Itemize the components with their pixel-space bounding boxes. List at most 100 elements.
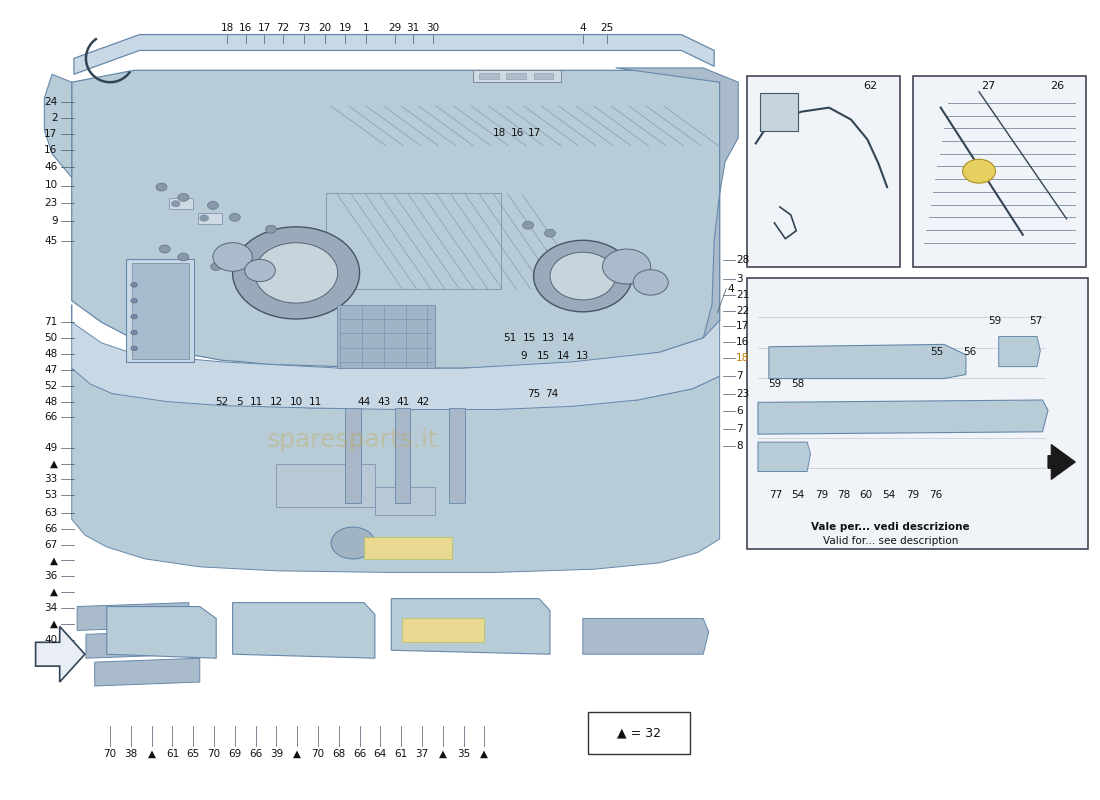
Text: 66: 66: [249, 749, 262, 758]
Polygon shape: [758, 442, 811, 471]
Text: 76: 76: [928, 490, 942, 500]
Text: 59: 59: [768, 379, 781, 389]
Text: 41: 41: [397, 398, 410, 407]
Bar: [478, 73, 498, 79]
Bar: [760, 94, 799, 131]
Circle shape: [331, 527, 375, 559]
Circle shape: [534, 240, 632, 312]
Text: 59: 59: [988, 315, 1001, 326]
Polygon shape: [72, 305, 719, 410]
Text: 38: 38: [124, 749, 138, 758]
Polygon shape: [392, 598, 550, 654]
Text: 54: 54: [791, 490, 804, 500]
Circle shape: [178, 253, 189, 261]
Text: 56: 56: [964, 347, 977, 358]
Circle shape: [254, 242, 338, 303]
Text: 27: 27: [981, 81, 994, 91]
Text: 7: 7: [736, 423, 743, 434]
Polygon shape: [769, 344, 966, 378]
Text: 31: 31: [407, 23, 420, 33]
Text: 62: 62: [864, 81, 878, 91]
Text: 16: 16: [510, 128, 524, 138]
Circle shape: [178, 194, 189, 202]
Text: 69: 69: [228, 749, 241, 758]
Circle shape: [610, 253, 621, 261]
Circle shape: [962, 159, 996, 183]
Text: 15: 15: [522, 333, 536, 343]
Text: sparesparts.it: sparesparts.it: [267, 428, 439, 452]
Text: 18: 18: [493, 128, 506, 138]
Text: 17: 17: [528, 128, 541, 138]
Text: 74: 74: [546, 390, 559, 399]
Circle shape: [208, 202, 219, 210]
Text: 64: 64: [374, 749, 387, 758]
Bar: [913, 76, 1087, 266]
Circle shape: [522, 222, 534, 229]
Circle shape: [131, 298, 138, 303]
Polygon shape: [616, 68, 738, 338]
Circle shape: [232, 227, 360, 319]
Circle shape: [265, 226, 276, 233]
Text: 47: 47: [44, 365, 57, 375]
Polygon shape: [583, 618, 708, 654]
Bar: [364, 537, 451, 559]
Text: 3: 3: [736, 274, 743, 284]
Polygon shape: [44, 74, 72, 178]
Text: 60: 60: [860, 490, 873, 500]
Polygon shape: [232, 602, 375, 658]
Circle shape: [211, 262, 222, 270]
Text: 40: 40: [44, 635, 57, 645]
Text: 17: 17: [736, 321, 749, 331]
Text: 9: 9: [520, 351, 527, 362]
Text: ▲: ▲: [294, 749, 301, 758]
Text: 11: 11: [309, 398, 322, 407]
Polygon shape: [395, 408, 410, 503]
Text: 61: 61: [166, 749, 179, 758]
Text: 39: 39: [270, 749, 283, 758]
Polygon shape: [449, 408, 464, 503]
Text: 24: 24: [44, 97, 57, 107]
Text: 28: 28: [736, 255, 749, 265]
Circle shape: [200, 215, 209, 222]
Bar: [747, 278, 1089, 550]
Circle shape: [131, 314, 138, 319]
Text: 66: 66: [44, 524, 57, 534]
Polygon shape: [345, 408, 361, 503]
Text: 66: 66: [44, 413, 57, 422]
Text: 53: 53: [44, 490, 57, 500]
Text: 58: 58: [791, 379, 804, 389]
Text: 22: 22: [736, 306, 749, 316]
Text: 55: 55: [930, 347, 943, 358]
Bar: [534, 73, 553, 79]
Text: 23: 23: [44, 198, 57, 208]
Polygon shape: [1048, 445, 1076, 479]
Text: 65: 65: [187, 749, 200, 758]
Text: 68: 68: [332, 749, 345, 758]
Text: 72: 72: [276, 23, 289, 33]
Polygon shape: [74, 34, 714, 74]
Text: ▲: ▲: [147, 749, 155, 758]
Polygon shape: [999, 337, 1041, 366]
Text: 19: 19: [339, 23, 352, 33]
Text: 13: 13: [576, 351, 590, 362]
Text: 79: 79: [905, 490, 918, 500]
Text: 45: 45: [44, 236, 57, 246]
Text: 7: 7: [736, 371, 743, 381]
Circle shape: [131, 330, 138, 335]
Polygon shape: [35, 626, 85, 682]
Text: 67: 67: [44, 539, 57, 550]
Text: 79: 79: [815, 490, 828, 500]
Text: 43: 43: [377, 398, 390, 407]
Circle shape: [229, 214, 240, 222]
Text: 23: 23: [736, 389, 749, 398]
Bar: [403, 618, 484, 642]
Text: 8: 8: [736, 441, 743, 451]
Text: 16: 16: [239, 23, 252, 33]
Text: 70: 70: [208, 749, 221, 758]
Bar: [126, 258, 195, 362]
Text: 10: 10: [289, 398, 302, 407]
Bar: [506, 73, 526, 79]
Text: 73: 73: [297, 23, 310, 33]
Text: 14: 14: [557, 351, 570, 362]
Text: 18: 18: [736, 353, 749, 363]
